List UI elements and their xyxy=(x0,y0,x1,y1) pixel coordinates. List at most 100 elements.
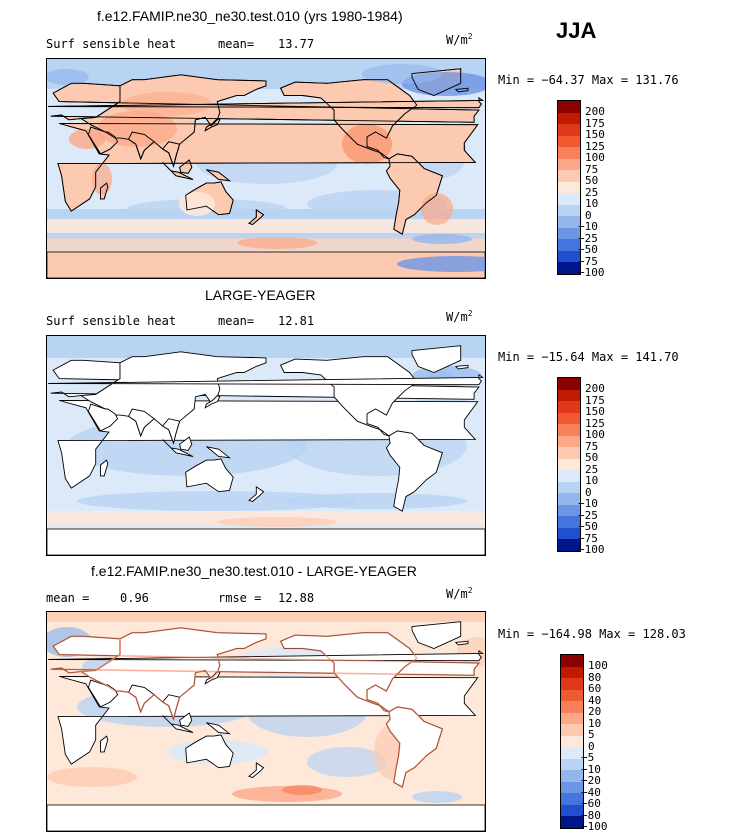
coastline-outline xyxy=(57,123,479,212)
panel2-mean-label: mean= xyxy=(218,314,255,328)
antarctica-landmass xyxy=(47,528,485,555)
field-contour xyxy=(362,64,442,84)
colorbar-tick-label: 10 xyxy=(585,197,599,211)
coastline-outline xyxy=(454,87,469,93)
map-canvas xyxy=(47,336,485,555)
colorbar-tick-label: −25 xyxy=(578,508,598,522)
colorbar-tick-label: 0 xyxy=(585,485,592,499)
coastline-outline xyxy=(204,118,221,132)
coastline-iceland xyxy=(454,364,469,370)
colorbar-tick-label: 60 xyxy=(588,682,602,696)
panel1-title: f.e12.FAMIP.ne30_ne30.test.010 (yrs 1980… xyxy=(97,8,403,24)
colorbar-segment xyxy=(558,435,580,447)
colorbar-segment xyxy=(558,401,580,413)
coastal-anomaly xyxy=(279,631,419,713)
colorbar-segment xyxy=(558,262,580,274)
colorbar-tick-label: 200 xyxy=(585,382,605,396)
colorbar-segment xyxy=(558,216,580,228)
colorbar-segment xyxy=(558,378,580,390)
colorbar-tick-label: 0 xyxy=(585,208,592,222)
panel3-units: W/m2 xyxy=(446,586,473,601)
panel1-colorbar xyxy=(557,100,581,275)
coastline-greenland xyxy=(411,345,462,373)
colorbar-tick-label: −25 xyxy=(578,231,598,245)
colorbar-segment xyxy=(558,147,580,159)
coastline-australia xyxy=(185,458,234,493)
colorbar-segment xyxy=(561,666,583,678)
colorbar-tick-label: −10 xyxy=(581,762,601,776)
panel3-map xyxy=(46,611,486,832)
map-canvas xyxy=(47,612,485,831)
colorbar-tick-label: −40 xyxy=(581,785,601,799)
coastline-outline xyxy=(385,153,443,235)
field-contour xyxy=(77,491,357,511)
coastline-newguinea xyxy=(206,722,232,735)
coastline-nz xyxy=(248,486,265,503)
colorbar-tick-label: −50 xyxy=(578,520,598,534)
field-contour xyxy=(237,237,317,249)
field-contour xyxy=(397,256,485,272)
field-contour xyxy=(97,111,177,147)
field-contour xyxy=(217,517,337,527)
coastline-outline xyxy=(411,68,462,96)
colorbar-tick-label: 10 xyxy=(585,474,599,488)
panel1-minmax: Min = −64.37 Max = 131.76 xyxy=(498,73,679,87)
colorbar-segment xyxy=(558,412,580,424)
colorbar-tick-label: 50 xyxy=(585,451,599,465)
colorbar-tick-label: 25 xyxy=(585,185,599,199)
colorbar-segment xyxy=(558,227,580,239)
panel3-rmse-label: rmse = xyxy=(218,591,262,605)
colorbar-segment xyxy=(561,793,583,805)
coastline-outline xyxy=(248,209,265,226)
panel2-colorbar xyxy=(557,377,581,552)
colorbar-tick-label: −100 xyxy=(581,820,608,834)
coastline-outline xyxy=(185,181,234,216)
colorbar-segment xyxy=(558,170,580,182)
panel3-mean-value: 0.96 xyxy=(120,591,149,605)
colorbar-segment xyxy=(561,781,583,793)
colorbar-segment xyxy=(558,539,580,551)
panel3-minmax: Min = −164.98 Max = 128.03 xyxy=(498,627,686,641)
colorbar-segment xyxy=(561,747,583,759)
coastline-indonesia xyxy=(162,715,194,733)
coastline-newguinea xyxy=(206,446,232,459)
panel2-units: W/m2 xyxy=(446,309,473,324)
colorbar-segment xyxy=(561,655,583,667)
panel3-title: f.e12.FAMIP.ne30_ne30.test.010 - LARGE-Y… xyxy=(91,563,417,579)
colorbar-tick-label: −100 xyxy=(578,266,605,280)
map-canvas xyxy=(47,59,485,278)
colorbar-segment xyxy=(561,678,583,690)
coastline-japan xyxy=(204,395,221,409)
panel3-rmse-value: 12.88 xyxy=(278,591,315,605)
colorbar-tick-label: −100 xyxy=(578,543,605,557)
field-contour xyxy=(47,69,89,85)
coastline-borneo xyxy=(179,712,193,727)
panel2-map xyxy=(46,335,486,556)
field-contour xyxy=(69,129,105,149)
colorbar-segment xyxy=(558,481,580,493)
field-band xyxy=(47,612,485,622)
colorbar-tick-label: −60 xyxy=(581,797,601,811)
coastline-indonesia xyxy=(162,439,194,457)
field-contour xyxy=(412,234,472,244)
colorbar-segment xyxy=(558,516,580,528)
colorbar-segment xyxy=(558,527,580,539)
colorbar-segment xyxy=(561,804,583,816)
coastline-uk xyxy=(48,374,485,386)
colorbar-tick-label: 0 xyxy=(588,739,595,753)
colorbar-tick-label: −50 xyxy=(578,243,598,257)
colorbar-segment xyxy=(561,724,583,736)
colorbar-segment xyxy=(558,181,580,193)
coastline-outline xyxy=(48,97,485,109)
colorbar-tick-label: −80 xyxy=(581,808,601,822)
colorbar-segment xyxy=(558,458,580,470)
colorbar-segment xyxy=(561,712,583,724)
coastline-nz xyxy=(248,762,265,779)
colorbar-segment xyxy=(558,470,580,482)
colorbar-tick-label: −10 xyxy=(578,220,598,234)
colorbar-segment xyxy=(561,758,583,770)
colorbar-tick-label: 100 xyxy=(585,428,605,442)
season-label: JJA xyxy=(556,18,597,43)
coastline-borneo xyxy=(179,436,193,451)
colorbar-segment xyxy=(558,389,580,401)
